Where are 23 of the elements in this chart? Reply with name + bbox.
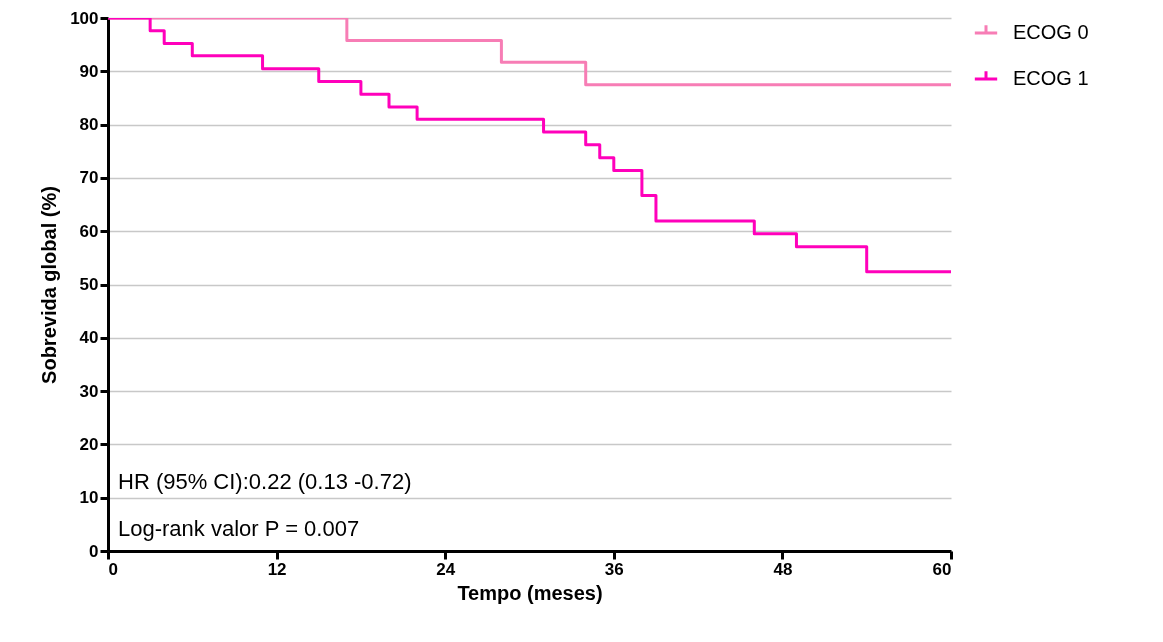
legend-label: ECOG 1 <box>1013 67 1089 89</box>
y-tick-label: 0 <box>89 541 99 561</box>
annotation: HR (95% CI):0.22 (0.13 -0.72) <box>118 469 412 494</box>
y-tick-label: 50 <box>79 275 99 294</box>
y-tick-label: 30 <box>79 381 99 401</box>
legend-label: ECOG 0 <box>1013 21 1089 43</box>
x-tick-label: 12 <box>267 559 287 579</box>
y-axis-title: Sobrevida global (%) <box>38 186 61 384</box>
annotation: Log-rank valor P = 0.007 <box>118 516 360 541</box>
y-tick-label: 60 <box>79 221 99 241</box>
y-tick-label: 90 <box>79 61 99 81</box>
y-tick-label: 100 <box>70 8 99 28</box>
y-tick-label: 40 <box>79 328 99 348</box>
x-tick-label: 60 <box>932 559 952 579</box>
x-axis-title: Tempo (meses) <box>457 581 603 604</box>
y-tick-label: 70 <box>79 168 99 188</box>
x-tick-label: 0 <box>108 559 118 579</box>
x-tick-label: 36 <box>604 559 624 579</box>
x-tick-label: 24 <box>436 559 456 579</box>
y-tick-label: 10 <box>79 488 99 508</box>
y-tick-label: 80 <box>79 115 99 135</box>
y-tick-label: 20 <box>79 434 99 454</box>
x-tick-label: 48 <box>773 559 793 579</box>
